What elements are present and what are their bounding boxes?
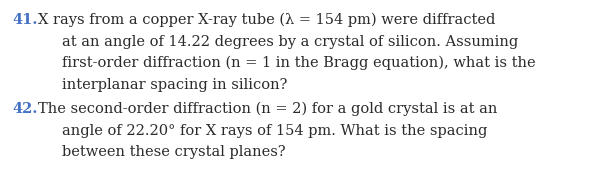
Text: X rays from a copper X-ray tube (λ = 154 pm) were diffracted: X rays from a copper X-ray tube (λ = 154… <box>38 13 496 27</box>
Text: 41.: 41. <box>12 13 37 27</box>
Text: 42.: 42. <box>12 102 37 116</box>
Text: between these crystal planes?: between these crystal planes? <box>62 145 286 159</box>
Text: angle of 22.20° for X rays of 154 pm. What is the spacing: angle of 22.20° for X rays of 154 pm. Wh… <box>62 124 487 138</box>
Text: interplanar spacing in silicon?: interplanar spacing in silicon? <box>62 78 287 92</box>
Text: first-order diffraction (n = 1 in the Bragg equation), what is the: first-order diffraction (n = 1 in the Br… <box>62 56 536 70</box>
Text: at an angle of 14.22 degrees by a crystal of silicon. Assuming: at an angle of 14.22 degrees by a crysta… <box>62 35 518 48</box>
Text: The second-order diffraction (n = 2) for a gold crystal is at an: The second-order diffraction (n = 2) for… <box>38 102 497 116</box>
